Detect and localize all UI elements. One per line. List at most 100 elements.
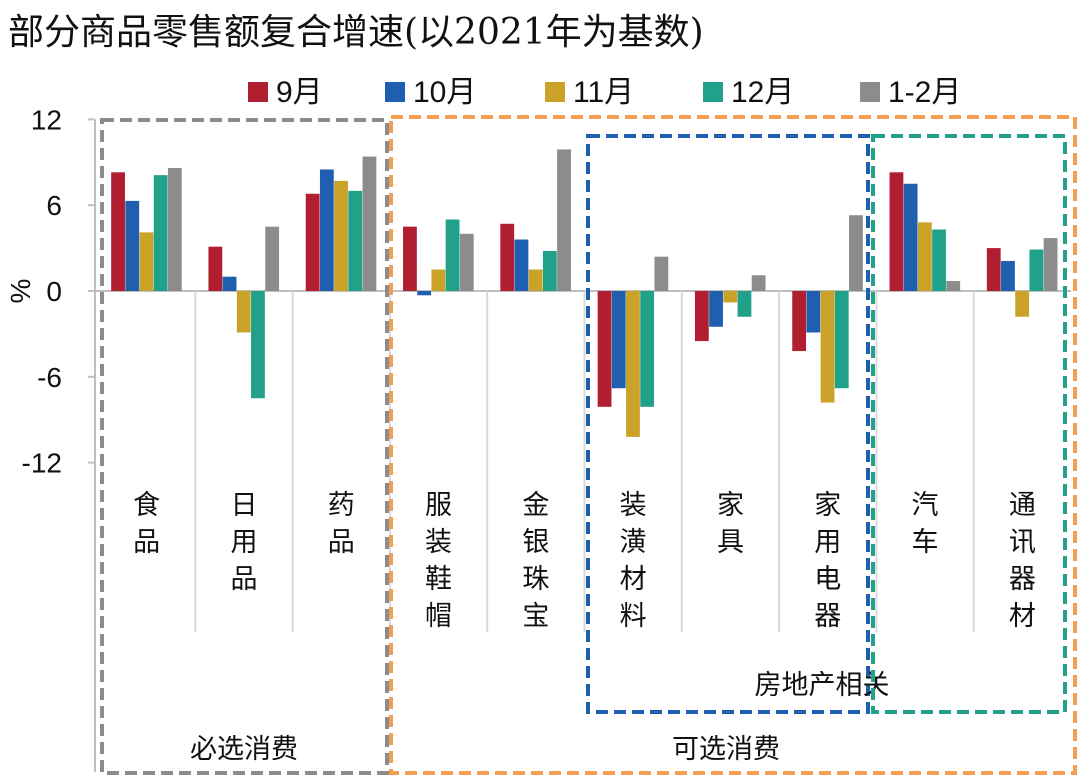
category-label: 汽 — [912, 490, 939, 521]
group-box — [100, 118, 389, 775]
legend-swatch — [248, 82, 268, 102]
y-tick-label: -12 — [22, 448, 62, 479]
category-label: 具 — [717, 527, 744, 558]
bar — [417, 291, 432, 296]
category-label: 品 — [328, 527, 355, 558]
y-tick-label: 6 — [46, 190, 62, 221]
y-tick-label: 0 — [46, 276, 62, 307]
bar — [431, 269, 446, 291]
legend-swatch — [385, 82, 405, 102]
category-label: 用 — [814, 527, 841, 558]
category-label: 潢 — [620, 527, 647, 558]
y-tick-label: 12 — [31, 104, 62, 135]
bar — [654, 256, 669, 291]
bar — [251, 291, 265, 399]
plot-area: 1260-6-12%食品日用品药品服装鞋帽金银珠宝装潢材料家具家用电器汽车通讯器… — [5, 104, 1077, 775]
bar — [153, 175, 168, 291]
category-label: 用 — [230, 527, 257, 558]
category-label: 珠 — [522, 564, 549, 595]
bar — [640, 291, 655, 407]
group-label: 必选消费 — [190, 734, 298, 765]
bar — [737, 291, 752, 317]
bar — [946, 280, 961, 291]
group-box — [871, 134, 1067, 714]
category-label: 帽 — [425, 601, 452, 632]
bar — [1029, 249, 1044, 291]
bar — [305, 193, 320, 291]
y-axis-label: % — [5, 279, 36, 304]
bar — [111, 172, 125, 291]
category-label: 材 — [620, 564, 647, 595]
legend-label: 12月 — [731, 76, 794, 109]
bar — [597, 291, 612, 407]
bar — [319, 169, 334, 291]
bar — [932, 229, 946, 291]
category-label: 品 — [133, 527, 160, 558]
category-label: 日 — [230, 490, 257, 521]
bar — [459, 233, 474, 291]
group-box — [389, 115, 1077, 775]
bar — [1015, 291, 1030, 317]
bar — [751, 275, 766, 291]
bar — [139, 232, 154, 291]
category-label: 宝 — [522, 601, 549, 632]
category-label: 金 — [522, 490, 549, 521]
bar — [889, 172, 904, 291]
bar — [265, 226, 280, 291]
bar — [1001, 260, 1015, 291]
bar — [1043, 238, 1058, 291]
bar — [557, 149, 571, 291]
bar — [334, 180, 348, 291]
category-label: 车 — [912, 527, 939, 558]
bar — [125, 200, 140, 291]
bar — [917, 222, 932, 291]
bar — [208, 246, 223, 291]
bar — [820, 291, 835, 403]
bar — [348, 190, 363, 291]
y-tick-label: -6 — [37, 362, 62, 393]
bar — [445, 219, 460, 291]
chart-title: 部分商品零售额复合增速(以2021年为基数) — [8, 12, 704, 53]
category-label: 鞋 — [425, 564, 452, 595]
legend-label: 1-2月 — [888, 76, 961, 109]
bar — [514, 239, 529, 291]
bar — [849, 215, 863, 291]
bar — [626, 291, 640, 437]
bar — [611, 291, 626, 389]
category-label: 装 — [425, 527, 452, 558]
category-label: 食 — [133, 490, 160, 521]
bar — [834, 291, 849, 389]
category-label: 料 — [620, 601, 647, 632]
category-label: 银 — [522, 527, 549, 558]
category-label: 讯 — [1009, 527, 1036, 558]
bar — [500, 223, 515, 291]
category-label: 电 — [814, 564, 841, 595]
bar — [362, 156, 377, 291]
bar — [723, 291, 738, 303]
legend-swatch — [860, 82, 880, 102]
bar — [792, 291, 807, 352]
bar — [542, 250, 557, 291]
category-label: 器 — [1009, 564, 1036, 595]
legend-swatch — [703, 82, 723, 102]
category-label: 品 — [230, 564, 257, 595]
group-label: 房地产相关 — [755, 670, 890, 701]
bar — [167, 168, 182, 291]
category-label: 服 — [425, 490, 452, 521]
bar — [709, 291, 723, 327]
legend-label: 11月 — [573, 76, 634, 109]
category-label: 器 — [814, 601, 841, 632]
category-label: 家 — [717, 490, 744, 521]
bar — [222, 276, 237, 291]
category-label: 装 — [620, 490, 647, 521]
category-label: 材 — [1009, 601, 1036, 632]
bar — [903, 183, 918, 291]
bar — [403, 226, 417, 291]
legend-label: 9月 — [276, 76, 323, 109]
legend-swatch — [545, 82, 565, 102]
bar — [528, 269, 543, 291]
category-label: 家 — [814, 490, 841, 521]
group-label: 可选消费 — [672, 734, 780, 765]
legend-label: 10月 — [413, 76, 476, 109]
